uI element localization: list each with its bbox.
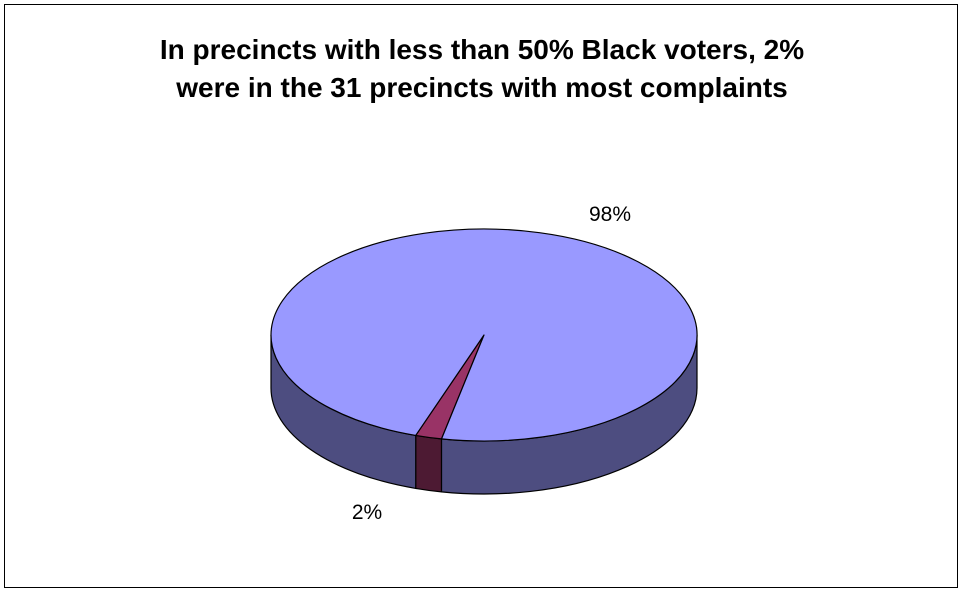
chart-title: In precincts with less than 50% Black vo…	[5, 31, 959, 107]
data-label-minor: 2%	[352, 501, 382, 524]
chart-title-line-2: were in the 31 precincts with most compl…	[176, 72, 788, 103]
pie-side-minor-0	[415, 434, 443, 493]
pie-tops	[270, 228, 698, 442]
data-label-major: 98%	[589, 203, 631, 226]
pie-labels: 98% 2%	[352, 203, 631, 524]
pie-slice-major	[270, 228, 698, 442]
chart-title-line-1: In precincts with less than 50% Black vo…	[159, 34, 805, 65]
